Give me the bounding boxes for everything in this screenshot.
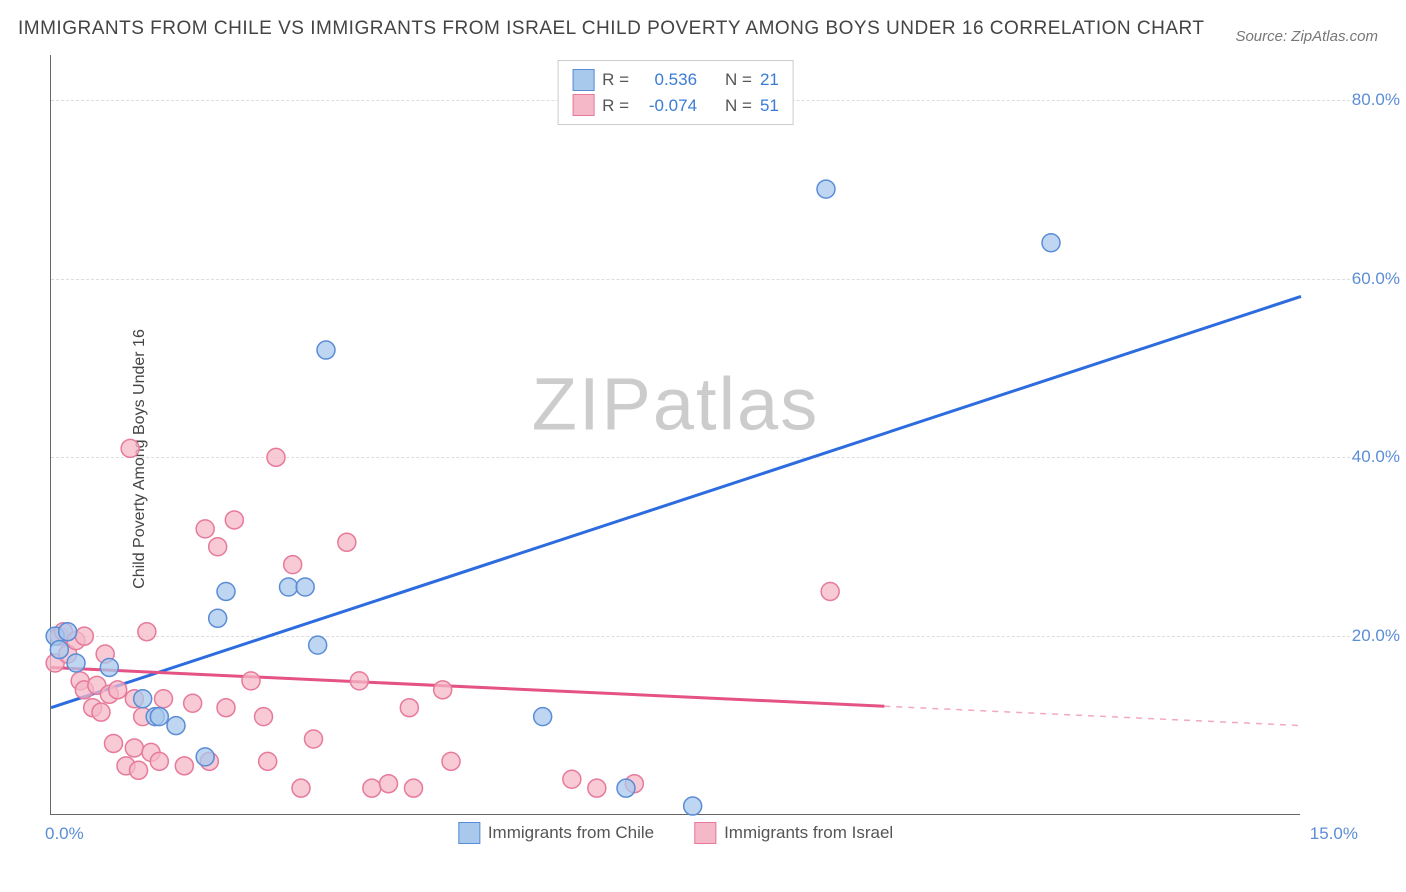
data-point [363,779,381,797]
data-point [317,341,335,359]
legend-swatch-israel [694,822,716,844]
data-point [380,775,398,793]
correlation-legend: R = 0.536 N = 21 R = -0.074 N = 51 [557,60,794,125]
legend-swatch-chile [458,822,480,844]
data-point [259,752,277,770]
data-point [309,636,327,654]
data-point [209,538,227,556]
data-point [284,556,302,574]
chart-title: IMMIGRANTS FROM CHILE VS IMMIGRANTS FROM… [18,18,1205,40]
data-point [109,681,127,699]
data-point [405,779,423,797]
data-point [100,658,118,676]
legend-item-chile: Immigrants from Chile [458,822,654,844]
legend-swatch-2 [572,94,594,116]
data-point [75,627,93,645]
data-point [184,694,202,712]
trend-line-solid [51,667,884,706]
legend-item-israel: Immigrants from Israel [694,822,893,844]
data-point [121,439,139,457]
data-point [130,761,148,779]
source-attribution: Source: ZipAtlas.com [1235,28,1378,45]
data-point [442,752,460,770]
data-point [217,699,235,717]
trend-line-dashed [884,706,1301,725]
series-legend: Immigrants from Chile Immigrants from Is… [458,822,893,844]
y-tick-label: 20.0% [1352,626,1400,646]
data-point [350,672,368,690]
trend-line [51,296,1301,707]
data-point [125,739,143,757]
data-point [434,681,452,699]
data-point [92,703,110,721]
data-point [305,730,323,748]
data-point [684,797,702,815]
data-point [267,448,285,466]
legend-swatch-1 [572,69,594,91]
data-point [563,770,581,788]
y-tick-label: 40.0% [1352,447,1400,467]
data-point [134,690,152,708]
data-point [209,609,227,627]
data-point [155,690,173,708]
data-point [400,699,418,717]
plot-area: ZIPatlas 20.0%40.0%60.0%80.0% 0.0% 15.0%… [50,55,1300,815]
data-point [617,779,635,797]
data-point [1042,234,1060,252]
data-point [296,578,314,596]
data-point [105,734,123,752]
data-point [225,511,243,529]
scatter-plot [51,55,1300,814]
y-tick-label: 60.0% [1352,269,1400,289]
data-point [588,779,606,797]
data-point [196,520,214,538]
data-point [534,708,552,726]
data-point [821,582,839,600]
data-point [150,708,168,726]
data-point [292,779,310,797]
x-tick-max: 15.0% [1310,824,1358,844]
y-tick-label: 80.0% [1352,90,1400,110]
data-point [817,180,835,198]
data-point [138,623,156,641]
data-point [150,752,168,770]
data-point [67,654,85,672]
x-tick-min: 0.0% [45,824,84,844]
data-point [167,717,185,735]
data-point [59,623,77,641]
data-point [50,641,68,659]
data-point [280,578,298,596]
legend-row-1: R = 0.536 N = 21 [572,67,779,93]
data-point [242,672,260,690]
data-point [175,757,193,775]
data-point [338,533,356,551]
data-point [196,748,214,766]
data-point [217,582,235,600]
data-point [255,708,273,726]
legend-row-2: R = -0.074 N = 51 [572,93,779,119]
